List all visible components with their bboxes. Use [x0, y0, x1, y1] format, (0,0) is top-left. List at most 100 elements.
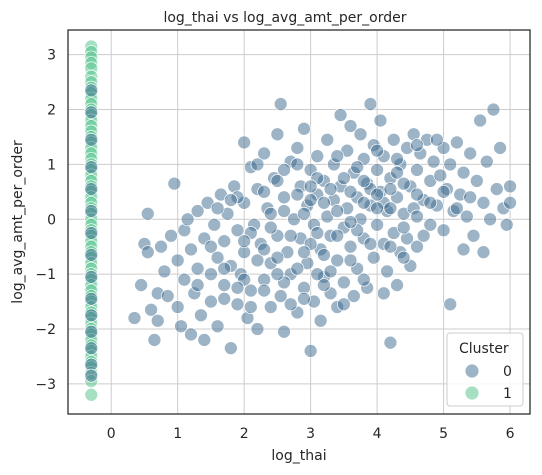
data-point-cluster-0: [297, 206, 311, 221]
data-point-cluster-0: [476, 245, 491, 260]
data-point-cluster-0: [386, 132, 401, 147]
data-point-cluster-0: [250, 253, 265, 268]
data-point-cluster-0: [207, 217, 222, 232]
data-point-cluster-0: [140, 206, 155, 221]
data-point-cluster-0: [473, 113, 487, 128]
data-point-cluster-0: [373, 113, 388, 128]
data-point-cluster-0: [317, 278, 331, 292]
data-point-cluster-0: [204, 267, 218, 281]
data-point-cluster-0: [337, 297, 351, 312]
data-point-cluster-0: [204, 294, 218, 309]
data-point-cluster-0: [134, 278, 148, 292]
data-point-cluster-0: [396, 176, 411, 191]
data-point-cluster-0: [430, 132, 444, 147]
data-point-cluster-0: [396, 250, 411, 265]
data-point-cluster-0: [210, 201, 225, 216]
data-point-cluster-0: [303, 344, 318, 358]
legend-marker-0: [464, 363, 480, 379]
data-point-cluster-0: [370, 201, 384, 216]
data-point-cluster-0: [317, 248, 331, 262]
y-axis-label: log_avg_amt_per_order: [10, 140, 26, 304]
data-point-cluster-0: [84, 368, 99, 383]
data-point-cluster-0: [127, 311, 142, 325]
data-point-cluster-0: [140, 245, 155, 260]
data-point-cluster-0: [410, 209, 424, 224]
y-tick-label: −1: [35, 267, 56, 283]
data-point-cluster-0: [277, 190, 291, 205]
data-point-cluster-0: [303, 193, 318, 207]
data-point-cluster-0: [313, 313, 328, 328]
data-point-cluster-0: [217, 234, 232, 249]
data-point-cluster-0: [390, 278, 404, 292]
data-point-cluster-0: [410, 163, 424, 177]
data-point-cluster-0: [346, 289, 361, 303]
data-point-cluster-0: [277, 163, 291, 177]
data-point-cluster-0: [436, 184, 451, 199]
data-point-cluster-0: [343, 184, 358, 199]
x-tick-label: 3: [306, 426, 315, 442]
data-point-cluster-0: [290, 261, 305, 276]
data-point-cluster-0: [423, 217, 438, 232]
data-point-cluster-0: [290, 187, 305, 202]
data-point-cluster-0: [366, 250, 381, 265]
data-point-cluster-0: [270, 267, 285, 281]
data-point-cluster-0: [217, 278, 232, 292]
data-points: [84, 39, 517, 402]
data-point-cluster-0: [84, 270, 99, 284]
data-point-cluster-0: [263, 220, 278, 235]
data-point-cluster-0: [486, 102, 501, 117]
data-point-cluster-0: [363, 237, 378, 251]
data-point-cluster-0: [323, 264, 338, 279]
data-point-cluster-0: [330, 204, 345, 218]
data-point-cluster-0: [210, 250, 225, 265]
legend-title: Cluster: [459, 341, 509, 357]
data-point-cluster-0: [459, 209, 474, 224]
data-point-cluster-0: [297, 245, 311, 260]
data-point-cluster-0: [323, 182, 338, 196]
y-tick-label: 1: [47, 157, 56, 173]
data-point-cluster-0: [410, 239, 424, 254]
data-point-cluster-0: [443, 157, 458, 172]
data-point-cluster-0: [290, 157, 305, 172]
data-point-cluster-0: [184, 327, 198, 342]
data-point-cluster-0: [270, 127, 285, 142]
data-point-cluster-0: [297, 121, 311, 136]
data-point-cluster-0: [310, 149, 325, 164]
y-tick-label: 0: [47, 212, 56, 228]
data-point-cluster-0: [320, 132, 335, 147]
data-point-cluster-0: [479, 154, 494, 169]
data-point-cluster-0: [84, 132, 99, 147]
data-point-cluster-0: [423, 195, 438, 210]
data-point-cluster-0: [84, 248, 99, 262]
data-point-cluster-0: [356, 195, 371, 210]
data-point-cluster-0: [217, 291, 232, 306]
data-point-cluster-0: [190, 278, 205, 292]
data-point-cluster-0: [483, 212, 497, 227]
data-point-cluster-0: [297, 291, 311, 306]
x-tick-label: 2: [240, 426, 249, 442]
data-point-cluster-0: [237, 234, 252, 249]
y-tick-label: 2: [47, 103, 56, 119]
data-point-cluster-0: [350, 160, 365, 174]
data-point-cluster-0: [450, 201, 464, 216]
legend-label-1: 1: [503, 386, 512, 402]
data-point-cluster-0: [330, 228, 345, 243]
data-point-cluster-0: [333, 108, 348, 122]
data-point-cluster-0: [456, 165, 471, 180]
data-point-cluster-0: [343, 119, 358, 133]
data-point-cluster-0: [204, 239, 218, 254]
data-point-cluster-0: [426, 154, 441, 169]
data-point-cluster-0: [433, 168, 448, 183]
data-point-cluster-0: [154, 239, 168, 254]
data-point-cluster-0: [469, 174, 484, 188]
data-point-cluster-0: [390, 152, 404, 166]
data-point-cluster-0: [84, 226, 99, 240]
data-point-cluster-0: [337, 171, 351, 185]
data-point-cluster-0: [250, 157, 265, 172]
data-point-cluster-0: [84, 291, 99, 306]
data-point-cluster-0: [499, 217, 514, 232]
legend-marker-1: [464, 385, 480, 401]
data-point-cluster-0: [383, 335, 398, 350]
data-point-cluster-0: [436, 223, 451, 238]
